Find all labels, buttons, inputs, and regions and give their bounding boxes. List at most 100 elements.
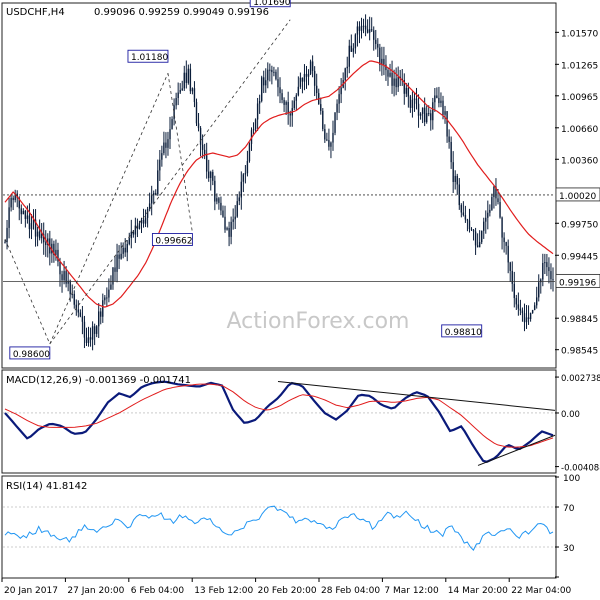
- candle-body: [538, 282, 540, 298]
- candle-body: [542, 262, 544, 280]
- candle-body: [432, 102, 434, 121]
- candle-body: [311, 61, 314, 71]
- candle-body: [187, 68, 190, 83]
- rsi-tick-label: 30: [563, 544, 575, 554]
- macd-tick-label: -0.004088: [561, 464, 600, 474]
- candle-body: [377, 43, 379, 48]
- candle-body: [389, 72, 391, 77]
- swing-connector: [4, 238, 51, 345]
- candle-body: [519, 308, 522, 311]
- candle-body: [330, 142, 332, 147]
- candle-body: [95, 326, 98, 334]
- candle-body: [47, 238, 49, 245]
- candle-body: [212, 172, 214, 181]
- macd-tick-label: 0.00: [561, 410, 580, 420]
- price-tick-label: 0.98545: [561, 347, 598, 357]
- candle-body: [91, 326, 94, 340]
- candle-body: [28, 215, 31, 230]
- rsi-panel-frame: [1, 475, 557, 579]
- candle-body: [106, 297, 108, 299]
- candle-body: [248, 143, 251, 162]
- candle-body: [379, 47, 381, 65]
- candle-body: [415, 98, 418, 104]
- candle-body: [322, 110, 324, 130]
- swing-annotation-label: 0.98600: [13, 350, 50, 360]
- candle-body: [344, 68, 346, 81]
- time-tick-label: 13 Feb 12:00: [194, 586, 253, 596]
- candle-body: [260, 77, 263, 102]
- candle-body: [234, 216, 236, 220]
- swing-annotation-label: 1.01690: [253, 0, 290, 8]
- candle-body: [116, 254, 118, 272]
- candle-body: [148, 203, 151, 209]
- swing-annotation-label: 0.99662: [155, 237, 192, 247]
- time-tick-label: 22 Mar 04:00: [511, 586, 571, 596]
- candle-body: [271, 69, 273, 73]
- candle-body: [8, 207, 10, 228]
- time-tick-label: 27 Jan 20:00: [67, 586, 124, 596]
- candle-body: [22, 210, 25, 215]
- candle-body: [98, 311, 100, 327]
- price-tick-label: 1.00965: [561, 93, 598, 103]
- candle-body: [208, 171, 210, 179]
- candle-body: [267, 69, 269, 81]
- candle-body: [515, 298, 518, 305]
- candle-body: [307, 73, 310, 77]
- candle-body: [146, 208, 149, 218]
- candle-body: [236, 201, 238, 217]
- candle-body: [18, 198, 20, 209]
- candle-body: [63, 271, 65, 281]
- candle-body: [293, 100, 295, 109]
- candle-body: [114, 267, 116, 272]
- candle-body: [183, 72, 185, 89]
- swing-annotation-box: [9, 346, 51, 360]
- candle-body: [89, 337, 92, 340]
- candle-body: [529, 312, 532, 320]
- candle-body: [287, 102, 289, 114]
- candle-body: [79, 312, 82, 317]
- price-tick-label: 0.99750: [561, 220, 598, 230]
- candle-body: [521, 310, 524, 314]
- ohlc-readout: 0.99096 0.99259 0.99049 0.99196: [94, 7, 269, 18]
- candle-body: [513, 283, 515, 299]
- candle-body: [495, 186, 497, 199]
- candle-body: [334, 112, 336, 133]
- candle-body: [43, 233, 45, 243]
- swing-connector: [167, 73, 193, 233]
- candle-body: [67, 280, 69, 284]
- candle-body: [100, 311, 102, 317]
- candle-body: [85, 337, 88, 343]
- candle-body: [485, 217, 487, 222]
- candle-body: [303, 73, 306, 82]
- candle-body: [6, 227, 8, 243]
- candle-body: [252, 129, 255, 131]
- candle-body: [269, 69, 271, 71]
- candle-body: [536, 297, 538, 306]
- candle-body: [350, 45, 353, 52]
- candle-body: [140, 219, 143, 224]
- candle-body: [425, 113, 428, 123]
- candle-body: [540, 279, 542, 283]
- candle-body: [360, 25, 363, 31]
- candle-body: [201, 144, 204, 150]
- candle-body: [462, 212, 465, 215]
- candle-body: [476, 245, 479, 248]
- candle-body: [163, 142, 165, 154]
- candle-body: [289, 113, 291, 116]
- candle-body: [338, 94, 340, 104]
- candle-body: [417, 103, 420, 116]
- price-tick-label: 1.00360: [561, 156, 598, 166]
- candle-body: [328, 140, 330, 147]
- candle-body: [254, 119, 257, 130]
- candle-body: [511, 270, 513, 284]
- candle-body: [409, 96, 412, 108]
- candle-body: [165, 142, 167, 148]
- candle-body: [391, 72, 393, 86]
- swing-connector: [49, 19, 291, 345]
- macd-layer: [3, 380, 556, 466]
- candle-body: [38, 231, 41, 239]
- moving-average-line: [4, 60, 554, 308]
- candle-body: [81, 316, 84, 322]
- candle-body: [413, 98, 416, 100]
